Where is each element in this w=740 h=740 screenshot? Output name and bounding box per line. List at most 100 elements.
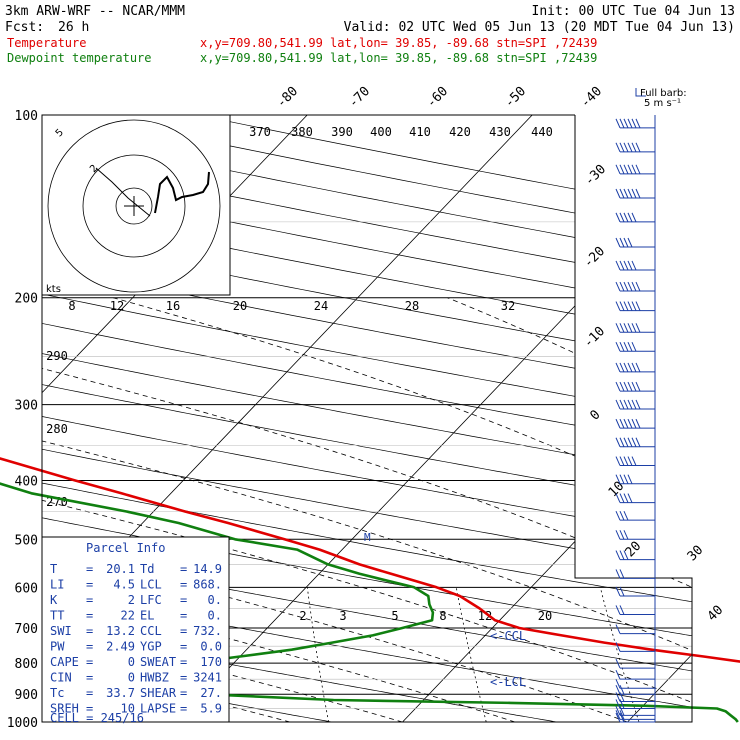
dry-adiabat-label: 280 bbox=[46, 422, 68, 436]
temperature-trace bbox=[0, 457, 740, 663]
parcel-equals: = bbox=[180, 609, 187, 623]
mixing-ratio-label: 12 bbox=[478, 609, 492, 623]
isotherm-label: -30 bbox=[582, 162, 609, 189]
parcel-value: 27. bbox=[200, 686, 222, 700]
pressure-tick-label: 600 bbox=[15, 581, 38, 596]
parcel-value: 14.9 bbox=[193, 562, 222, 576]
barb-legend-units: 5 m s⁻¹ bbox=[644, 98, 681, 109]
wind-barb bbox=[615, 362, 655, 373]
parcel-value: 0. bbox=[208, 593, 222, 607]
parcel-value: 170 bbox=[200, 655, 222, 669]
parcel-equals: = bbox=[86, 562, 93, 576]
moist-adiabat-line bbox=[112, 297, 692, 722]
parcel-row: K = 2 LFC = 0. bbox=[50, 593, 222, 607]
parcel-equals: = bbox=[86, 655, 93, 669]
mixing-ratio-label: 12 bbox=[110, 299, 124, 313]
wind-barb bbox=[615, 164, 655, 175]
parcel-equals: = bbox=[86, 671, 93, 685]
hodograph: 5 2 kts bbox=[41, 114, 231, 296]
pressure-tick-label: 300 bbox=[15, 399, 38, 414]
parcel-label: LCL bbox=[140, 578, 162, 592]
parcel-label: SWEAT bbox=[140, 655, 176, 669]
mixing-ratio-label: 8 bbox=[439, 609, 446, 623]
parcel-label: LFC bbox=[140, 593, 162, 607]
theta-e-label: 390 bbox=[331, 125, 353, 139]
isotherm-label: 30 bbox=[685, 543, 707, 565]
wind-barb bbox=[615, 699, 655, 709]
wind-barb bbox=[615, 530, 655, 540]
wind-barb bbox=[615, 569, 655, 579]
parcel-equals: = bbox=[86, 624, 93, 638]
wind-barb bbox=[615, 669, 655, 680]
pressure-labels: 100 200 300 400 500 600 700 800 900 1000 bbox=[7, 109, 38, 731]
mixing-ratio-label: 8 bbox=[68, 299, 75, 313]
isobars bbox=[42, 114, 692, 723]
parcel-row: SWI = 13.2 CCL = 732. bbox=[50, 624, 222, 638]
marker-500mb: M bbox=[364, 531, 371, 544]
wind-barb bbox=[615, 456, 655, 467]
theta-e-label: 370 bbox=[249, 125, 271, 139]
parcel-value: 33.7 bbox=[106, 686, 135, 700]
isotherm-label: 20 bbox=[623, 539, 645, 561]
ccl-marker: <-CCL bbox=[490, 629, 526, 643]
parcel-label: LI bbox=[50, 578, 64, 592]
parcel-label: EL bbox=[140, 609, 154, 623]
wind-barb bbox=[615, 658, 655, 669]
parcel-equals: = bbox=[180, 578, 187, 592]
wind-barb bbox=[615, 474, 655, 485]
isotherm-label: 40 bbox=[705, 603, 727, 625]
pressure-tick-label: 800 bbox=[15, 657, 38, 672]
wind-barb bbox=[615, 710, 655, 720]
parcel-value: 3241 bbox=[193, 671, 222, 685]
legend-dewpoint: Dewpoint temperature bbox=[7, 51, 152, 65]
forecast-label: Fcst: bbox=[5, 20, 44, 35]
parcel-row: PW = 2.49 YGP = 0.0 bbox=[50, 640, 222, 654]
parcel-label: Tc bbox=[50, 686, 64, 700]
legend-temperature: Temperature bbox=[7, 36, 86, 50]
isotherm-line bbox=[402, 115, 692, 722]
parcel-value: 0. bbox=[208, 609, 222, 623]
parcel-label: T bbox=[50, 562, 57, 576]
moist-adiabat-line bbox=[42, 297, 692, 722]
parcel-value: 5.9 bbox=[200, 702, 222, 716]
parcel-label: PW bbox=[50, 640, 65, 654]
wind-barb bbox=[615, 381, 655, 392]
parcel-label: TT bbox=[50, 609, 64, 623]
theta-e-label: 410 bbox=[409, 125, 431, 139]
parcel-row: Tc = 33.7 SHEAR = 27. bbox=[50, 686, 222, 700]
theta-e-label: 380 bbox=[291, 125, 313, 139]
parcel-label: LAPSE bbox=[140, 702, 176, 716]
parcel-value: 868. bbox=[193, 578, 222, 592]
wind-barb bbox=[615, 118, 655, 129]
valid-time: Valid: 02 UTC Wed 05 Jun 13 (20 MDT Tue … bbox=[344, 20, 735, 35]
parcel-equals: = bbox=[180, 686, 187, 700]
parcel-equals: = bbox=[180, 671, 187, 685]
isotherm-label: -20 bbox=[581, 244, 608, 271]
parcel-equals: = bbox=[86, 578, 93, 592]
mixing-ratio-line bbox=[730, 587, 740, 722]
parcel-row: T = 20.1 Td = 14.9 bbox=[50, 562, 222, 576]
parcel-info-panel: Parcel Info T = 20.1 Td = 14.9LI = 4.5 LCL = 868.K… bbox=[41, 536, 230, 725]
parcel-value: 0.0 bbox=[200, 640, 222, 654]
parcel-equals: = bbox=[180, 655, 187, 669]
mixing-ratio-label: 5 bbox=[391, 609, 398, 623]
theta-e-label: 430 bbox=[489, 125, 511, 139]
pressure-tick-label: 400 bbox=[15, 474, 38, 489]
parcel-label: SREH bbox=[50, 702, 79, 716]
parcel-label: CAPE bbox=[50, 655, 79, 669]
pressure-tick-label: 1000 bbox=[7, 716, 38, 731]
parcel-row: CIN = 0 HWBZ = 3241 bbox=[50, 671, 222, 685]
parcel-info-title: Parcel Info bbox=[86, 541, 165, 555]
parcel-value: 2.49 bbox=[106, 640, 135, 654]
pressure-tick-label: 700 bbox=[15, 622, 38, 637]
barb-legend-title: Full barb: bbox=[640, 88, 687, 99]
isotherm-label: 10 bbox=[606, 479, 628, 501]
parcel-row: SREH = 10 LAPSE = 5.9 bbox=[50, 702, 222, 716]
parcel-value: 0 bbox=[128, 655, 135, 669]
wind-barb bbox=[615, 301, 655, 312]
parcel-value: 4.5 bbox=[113, 578, 135, 592]
moist-adiabat-line bbox=[42, 297, 516, 722]
wind-barb bbox=[615, 706, 655, 716]
mixing-ratio-label: 3 bbox=[339, 609, 346, 623]
